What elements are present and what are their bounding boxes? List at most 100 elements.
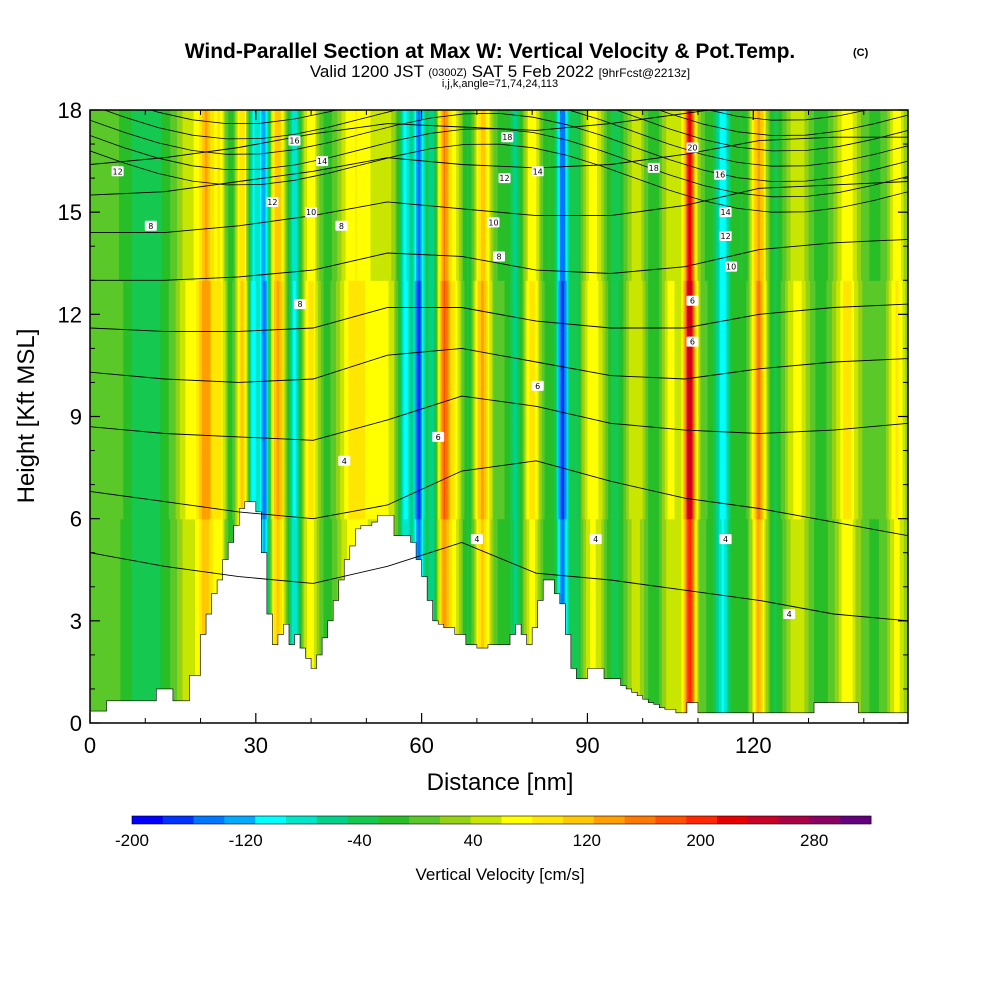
velocity-cell xyxy=(341,110,344,281)
velocity-cell xyxy=(780,110,783,281)
colorbar-swatch xyxy=(624,816,656,824)
velocity-cell xyxy=(554,110,557,281)
velocity-cell xyxy=(113,110,116,281)
colorbar-swatch xyxy=(409,816,441,824)
velocity-cell xyxy=(659,280,662,520)
velocity-cell xyxy=(326,518,329,723)
velocity-cell xyxy=(119,518,121,723)
velocity-cell xyxy=(670,280,673,520)
velocity-cell xyxy=(393,110,396,281)
velocity-cell xyxy=(225,110,228,281)
theta-contour-upper xyxy=(658,110,908,136)
velocity-cell xyxy=(901,280,904,520)
velocity-cell xyxy=(188,280,191,520)
chart-title: Wind-Parallel Section at Max W: Vertical… xyxy=(185,40,796,63)
velocity-cell xyxy=(894,110,897,281)
velocity-cell xyxy=(861,280,863,520)
velocity-cell xyxy=(199,110,202,281)
velocity-cell xyxy=(305,280,308,520)
velocity-cell xyxy=(243,280,246,520)
velocity-cell xyxy=(802,280,805,520)
contour-label: 6 xyxy=(535,382,540,391)
velocity-cell xyxy=(798,280,801,520)
velocity-cell xyxy=(233,110,236,281)
velocity-cell xyxy=(768,110,771,281)
velocity-cell xyxy=(293,110,296,281)
velocity-cell xyxy=(678,110,681,281)
velocity-cell xyxy=(623,518,626,723)
velocity-cell xyxy=(818,280,821,520)
velocity-cell xyxy=(174,110,177,281)
velocity-cell xyxy=(642,280,645,520)
velocity-cell xyxy=(729,518,732,723)
velocity-cell xyxy=(121,110,124,281)
velocity-cell xyxy=(463,518,466,723)
velocity-cell xyxy=(577,110,580,281)
velocity-cell xyxy=(811,518,814,723)
velocity-cell xyxy=(367,110,370,281)
velocity-cell xyxy=(405,110,408,281)
velocity-cell xyxy=(649,110,652,281)
velocity-cell xyxy=(221,110,224,281)
subtitle-valid: Valid 1200 JST xyxy=(310,62,424,81)
velocity-cell xyxy=(96,280,99,520)
velocity-cell xyxy=(99,280,102,520)
velocity-cell xyxy=(626,110,629,281)
velocity-cell xyxy=(373,280,376,520)
velocity-cell xyxy=(171,280,174,520)
velocity-cell xyxy=(154,280,157,520)
velocity-cell xyxy=(439,110,442,281)
velocity-cell xyxy=(358,110,361,281)
velocity-cell xyxy=(423,280,425,520)
velocity-cell xyxy=(586,280,589,520)
velocity-cell xyxy=(548,110,551,281)
velocity-cell xyxy=(685,518,688,723)
velocity-cell xyxy=(384,280,387,520)
velocity-cell xyxy=(659,110,662,281)
velocity-cell xyxy=(429,280,432,520)
velocity-cell xyxy=(787,280,790,520)
contour-label-bg xyxy=(531,166,544,177)
velocity-cell xyxy=(890,280,893,520)
velocity-cell xyxy=(825,110,828,281)
velocity-cell xyxy=(463,280,466,520)
velocity-cell xyxy=(677,110,680,281)
velocity-cell xyxy=(308,110,311,281)
velocity-cell xyxy=(497,110,500,281)
velocity-cell xyxy=(657,280,660,520)
velocity-cell xyxy=(240,110,243,281)
velocity-cell xyxy=(773,110,776,281)
velocity-cell xyxy=(793,518,796,723)
velocity-cell xyxy=(769,280,772,520)
velocity-cell xyxy=(576,110,579,281)
velocity-cell xyxy=(279,280,282,520)
velocity-cell xyxy=(150,518,153,723)
velocity-cell xyxy=(861,110,863,281)
velocity-cell xyxy=(128,280,131,520)
velocity-cell xyxy=(139,518,142,723)
velocity-cell xyxy=(820,110,823,281)
velocity-cell xyxy=(178,110,181,281)
velocity-cell xyxy=(833,280,836,520)
velocity-cell xyxy=(279,110,282,281)
velocity-cell xyxy=(175,518,178,723)
velocity-cell xyxy=(855,280,858,520)
velocity-cell xyxy=(298,110,301,281)
velocity-cell xyxy=(862,518,865,723)
y-tick-label: 0 xyxy=(70,711,82,736)
velocity-cell xyxy=(266,110,269,281)
velocity-cell xyxy=(241,110,244,281)
velocity-cell xyxy=(758,518,761,723)
velocity-cell xyxy=(185,280,188,520)
velocity-cell xyxy=(280,518,283,723)
contour-label: 18 xyxy=(649,164,659,173)
velocity-cell xyxy=(569,518,572,723)
velocity-cell xyxy=(257,280,260,520)
velocity-cell xyxy=(655,280,658,520)
velocity-cell xyxy=(492,110,495,281)
velocity-cell xyxy=(446,280,449,520)
velocity-cell xyxy=(822,280,825,520)
velocity-cell xyxy=(888,280,891,520)
velocity-cell xyxy=(161,110,164,281)
velocity-cell xyxy=(880,280,883,520)
